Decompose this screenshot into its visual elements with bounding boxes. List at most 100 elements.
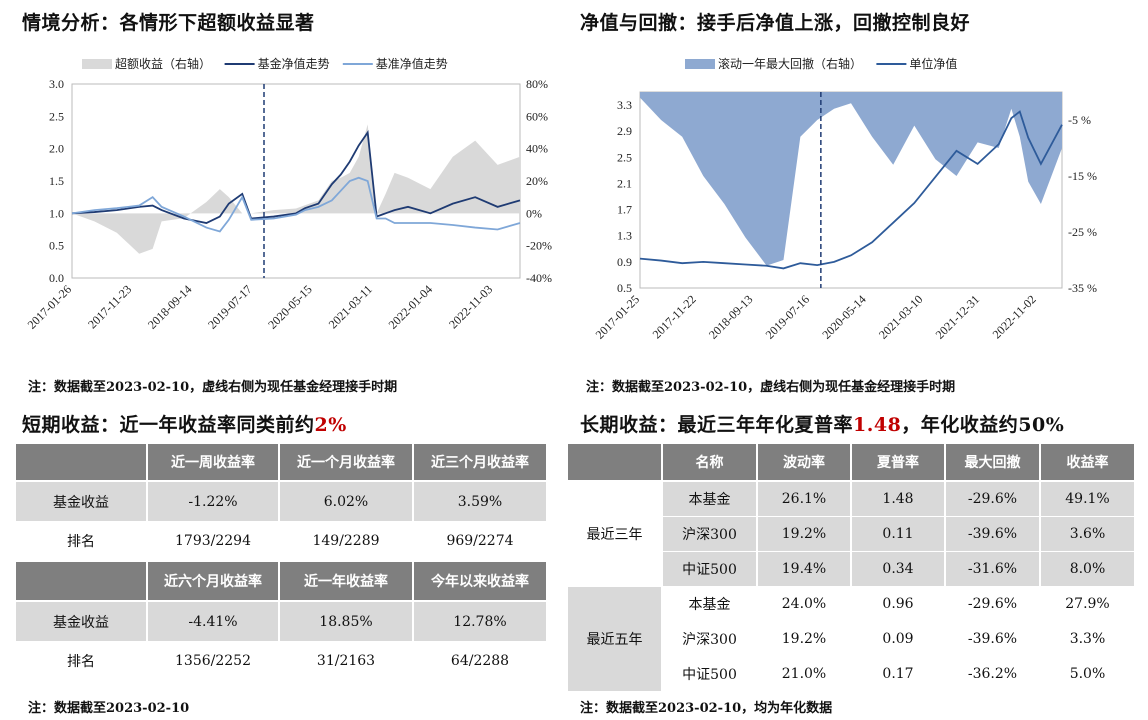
table-cell: 0.11: [850, 516, 946, 552]
table-cell: 27.9%: [1039, 586, 1136, 622]
legend-label: 基准净值走势: [376, 56, 448, 71]
x-tick-label: 2020-05-14: [819, 292, 868, 341]
table-cell: 基金收益: [14, 601, 148, 641]
table-cell: 排名: [14, 641, 148, 681]
y-right-tick-label: 0%: [526, 206, 542, 220]
x-tick-label: 2021-03-10: [876, 292, 925, 341]
long-term-note: 注：数据截至2023-02-10，均为年化数据: [580, 701, 833, 716]
table-cell: 149/2289: [278, 521, 414, 561]
short-term-highlight: 2%: [314, 414, 347, 436]
y-right-tick-label: 80%: [526, 77, 548, 91]
long-term-table: 名称 波动率 夏普率 最大回撤 收益率 最近三年 本基金 26.1% 1.48 …: [566, 442, 1136, 692]
y-right-tick-label: -40%: [526, 271, 552, 285]
y-left-tick-label: 2.9: [617, 124, 632, 138]
legend-label: 基金净值走势: [258, 56, 330, 71]
table-cell: 49.1%: [1039, 481, 1136, 517]
right-chart-title: 净值与回撤：接手后净值上涨，回撤控制良好: [580, 12, 971, 34]
x-tick-label: 2017-01-25: [593, 292, 642, 341]
y-right-tick-label: 40%: [526, 142, 548, 156]
long-term-title-suffix: ，年化收益约50%: [901, 414, 1065, 436]
y-left-tick-label: 3.3: [617, 98, 632, 112]
excess-area-series: [72, 124, 520, 254]
x-tick-label: 2017-11-23: [85, 282, 134, 331]
x-tick-label: 2021-03-11: [326, 282, 375, 331]
y-right-tick-label: 20%: [526, 174, 548, 188]
y-left-tick-label: 1.7: [617, 203, 632, 217]
short-header-blank: [14, 442, 148, 482]
table-cell: -39.6%: [944, 621, 1041, 657]
table-cell: 0.09: [850, 621, 946, 657]
y-right-tick-label: -25 %: [1068, 225, 1097, 239]
short-header-year: 近一年收益率: [278, 560, 414, 602]
x-tick-label: 2022-01-04: [386, 282, 435, 331]
table-cell: 18.85%: [278, 601, 414, 641]
long-header-drawdown: 最大回撤: [944, 442, 1041, 482]
y-left-tick-label: 1.3: [617, 229, 632, 243]
y-left-tick-label: 2.1: [617, 176, 632, 190]
table-cell: 19.2%: [756, 516, 852, 552]
short-header-6month: 近六个月收益率: [146, 560, 280, 602]
table-cell: 12.78%: [412, 601, 548, 641]
left-chart-title: 情境分析：各情形下超额收益显著: [22, 12, 315, 34]
table-cell: 3.3%: [1039, 621, 1136, 657]
short-header-ytd: 今年以来收益率: [412, 560, 548, 602]
series-line-0: [71, 129, 521, 224]
table-cell: 6.02%: [278, 481, 414, 521]
table-cell: 3.6%: [1039, 516, 1136, 552]
table-cell: 64/2288: [412, 641, 548, 681]
x-tick-label: 2018-09-13: [706, 292, 755, 341]
y-left-tick-label: 0.9: [617, 255, 632, 269]
table-cell: 0.17: [850, 656, 946, 692]
table-cell: 1356/2252: [146, 641, 280, 681]
y-left-tick-label: 0.5: [49, 239, 64, 253]
x-tick-label: 2021-12-31: [933, 292, 982, 341]
x-tick-label: 2022-11-02: [990, 292, 1039, 341]
table-cell: 21.0%: [756, 656, 852, 692]
long-header-name: 名称: [661, 442, 758, 482]
y-left-tick-label: 3.0: [49, 77, 64, 91]
legend-label: 滚动一年最大回撤（右轴）: [718, 56, 862, 71]
excess-return-chart: 0.0 0.5 1.0 1.5 2.0 2.5 3.0 -40% -20% 0% 20% 40% 60%…: [25, 56, 552, 332]
x-tick-label: 2017-01-26: [25, 282, 74, 331]
x-tick-label: 2018-09-14: [145, 282, 194, 331]
long-term-title: 长期收益：最近三年年化夏普率1.48，年化收益约50%: [580, 410, 1064, 437]
table-cell: 969/2274: [412, 521, 548, 561]
y-right-tick-label: -35 %: [1068, 281, 1097, 295]
table-cell: 沪深300: [661, 516, 758, 552]
x-tick-label: 2020-05-15: [265, 282, 314, 331]
short-header-month: 近一个月收益率: [278, 442, 414, 482]
y-left-tick-label: 2.5: [49, 109, 64, 123]
y-right-tick-label: -20%: [526, 239, 552, 253]
right-chart-note: 注：数据截至2023-02-10，虚线右侧为现任基金经理接手时期: [586, 380, 956, 395]
table-cell: 1.48: [850, 481, 946, 517]
long-term-title-text: 长期收益：最近三年年化夏普率: [580, 414, 854, 436]
x-tick-label: 2019-07-17: [205, 282, 254, 331]
table-cell: 3.59%: [412, 481, 548, 521]
y-left-tick-label: 1.0: [49, 206, 64, 220]
group-label-3y: 最近三年: [566, 481, 663, 587]
table-cell: -4.41%: [146, 601, 280, 641]
x-tick-label: 2022-11-03: [446, 282, 495, 331]
table-cell: 19.4%: [756, 551, 852, 587]
table-cell: 26.1%: [756, 481, 852, 517]
long-header-blank: [566, 442, 663, 482]
short-header-3month: 近三个月收益率: [412, 442, 548, 482]
left-chart-note: 注：数据截至2023-02-10，虚线右侧为现任基金经理接手时期: [28, 380, 398, 395]
table-cell: 基金收益: [14, 481, 148, 521]
table-cell: 5.0%: [1039, 656, 1136, 692]
table-cell: 本基金: [661, 586, 758, 622]
long-header-sharpe: 夏普率: [850, 442, 946, 482]
table-cell: 中证500: [661, 656, 758, 692]
y-left-tick-label: 0.0: [49, 271, 64, 285]
table-cell: -29.6%: [944, 586, 1041, 622]
table-cell: -1.22%: [146, 481, 280, 521]
long-header-return: 收益率: [1039, 442, 1136, 482]
table-cell: -36.2%: [944, 656, 1041, 692]
table-cell: 中证500: [661, 551, 758, 587]
short-term-note: 注：数据截至2023-02-10: [28, 701, 190, 716]
excess-area-series: [640, 92, 1062, 266]
table-cell: 本基金: [661, 481, 758, 517]
series-line-0: [639, 110, 1063, 270]
nav-drawdown-chart: 0.5 0.9 1.3 1.7 2.1 2.5 2.9 3.3 -35 % -25 % -15 % -…: [593, 56, 1097, 342]
legend-swatch-area: [685, 59, 715, 69]
